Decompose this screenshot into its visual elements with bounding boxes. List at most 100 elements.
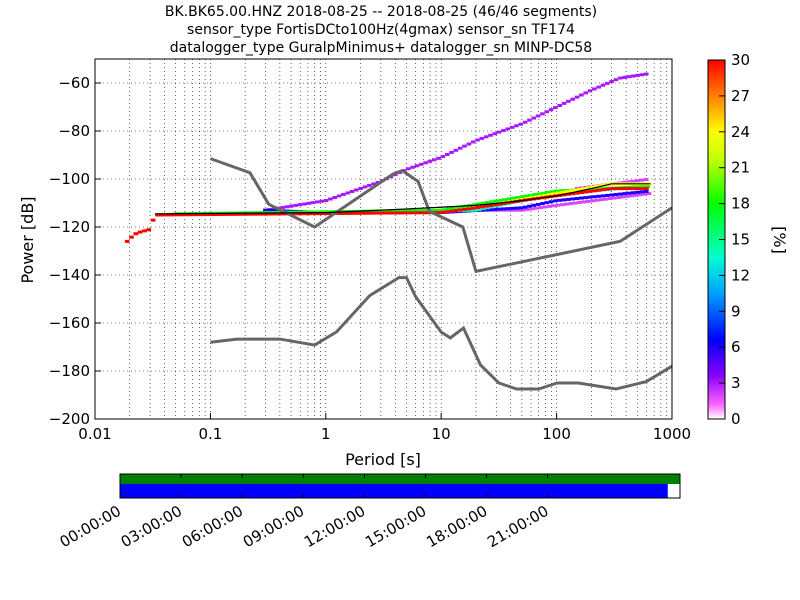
psd-cell bbox=[560, 190, 565, 194]
psd-cell bbox=[479, 205, 485, 209]
y-tick-label: −200 bbox=[49, 410, 90, 428]
plot-frame bbox=[94, 58, 673, 420]
model-lines bbox=[154, 157, 673, 391]
psd-cell bbox=[529, 207, 535, 211]
psd-cell bbox=[626, 191, 632, 195]
psd-cell bbox=[570, 97, 576, 101]
psd-cell bbox=[241, 212, 247, 216]
title-line-3: datalogger_type GuralpMinimus+ datalogge… bbox=[170, 40, 592, 56]
psd-cell bbox=[476, 208, 482, 212]
psd-cell bbox=[445, 210, 450, 214]
psd-cell bbox=[544, 110, 550, 114]
psd-cell bbox=[488, 208, 493, 212]
psd-cell bbox=[371, 211, 377, 215]
psd-cell bbox=[535, 202, 541, 206]
y-tick-label: −100 bbox=[49, 170, 90, 188]
time-tick-label: 21:00:00 bbox=[484, 502, 551, 551]
psd-cell bbox=[433, 208, 438, 212]
psd-cell bbox=[592, 189, 597, 193]
psd-cell bbox=[315, 200, 320, 204]
psd-cell bbox=[622, 192, 627, 196]
psd-cell bbox=[548, 108, 554, 112]
psd-cell bbox=[475, 206, 480, 210]
psd-cell bbox=[636, 185, 642, 189]
psd-cell bbox=[558, 189, 564, 193]
psd-cell bbox=[518, 122, 524, 126]
time-tick-label: 06:00:00 bbox=[179, 502, 246, 551]
psd-cell bbox=[358, 211, 364, 215]
psd-cell bbox=[599, 184, 604, 188]
psd-cell bbox=[471, 206, 476, 210]
psd-cell bbox=[574, 95, 580, 99]
psd-cell bbox=[414, 211, 420, 215]
psd-cell bbox=[336, 194, 342, 198]
psd-cell bbox=[626, 180, 632, 184]
psd-cell bbox=[518, 206, 524, 210]
psd-cell bbox=[630, 191, 636, 195]
psd-cell bbox=[635, 190, 640, 194]
psd-cell bbox=[567, 190, 573, 194]
psd-cell bbox=[276, 209, 281, 213]
psd-cell bbox=[639, 178, 645, 182]
psd-cell bbox=[564, 190, 570, 194]
colorbar-tick-label: 0 bbox=[731, 410, 741, 428]
psd-cell bbox=[554, 189, 559, 193]
psd-cell bbox=[372, 209, 378, 213]
grid bbox=[94, 59, 672, 420]
nhnm-line bbox=[209, 157, 673, 274]
psd-cell bbox=[410, 211, 416, 215]
psd-cell bbox=[431, 158, 437, 162]
psd-cell bbox=[453, 209, 459, 213]
colorbar-label: [%] bbox=[770, 226, 789, 254]
psd-cell bbox=[441, 208, 447, 212]
psd-cell bbox=[609, 187, 615, 191]
psd-cell bbox=[632, 185, 637, 189]
psd-cell bbox=[586, 199, 591, 203]
psd-cell bbox=[444, 152, 450, 156]
psd-cell bbox=[488, 133, 493, 137]
psd-cell bbox=[626, 75, 632, 79]
psd-cell bbox=[393, 211, 398, 215]
psd-cell bbox=[635, 73, 640, 77]
psd-cell bbox=[440, 210, 446, 214]
psd-cell bbox=[593, 187, 598, 191]
time-tick-label: 12:00:00 bbox=[301, 502, 368, 551]
psd-cell bbox=[497, 198, 503, 202]
psd-cell bbox=[263, 208, 268, 212]
psd-cell bbox=[629, 194, 634, 198]
psd-cell bbox=[137, 230, 143, 234]
psd-cell bbox=[600, 83, 606, 87]
psd-cell bbox=[297, 203, 303, 207]
psd-cell bbox=[345, 211, 351, 215]
psd-cells bbox=[124, 72, 652, 243]
psd-cell bbox=[146, 228, 152, 232]
psd-cell bbox=[449, 209, 455, 213]
x-axis-label: Period [s] bbox=[345, 450, 421, 469]
psd-cell bbox=[228, 212, 234, 216]
psd-cell bbox=[332, 195, 337, 199]
psd-cell bbox=[568, 189, 574, 193]
psd-cell bbox=[514, 124, 519, 128]
psd-cell bbox=[492, 132, 498, 136]
psd-cell bbox=[424, 208, 429, 212]
y-tick-label: −80 bbox=[58, 122, 90, 140]
psd-cell bbox=[624, 194, 630, 198]
psd-cell bbox=[224, 212, 230, 216]
psd-cell bbox=[587, 195, 593, 199]
psd-cell bbox=[630, 74, 636, 78]
psd-cell bbox=[289, 212, 294, 216]
psd-cell bbox=[479, 136, 485, 140]
psd-cell bbox=[198, 213, 204, 217]
psd-cell bbox=[573, 201, 578, 205]
psd-cell bbox=[596, 188, 602, 192]
psd-cell bbox=[522, 120, 528, 124]
psd-cell bbox=[394, 209, 399, 213]
psd-cell bbox=[341, 192, 346, 196]
title-line-1: BK.BK65.00.HNZ 2018-08-25 -- 2018-08-25 … bbox=[165, 4, 597, 20]
psd-cell bbox=[311, 210, 317, 214]
psd-cell bbox=[466, 207, 472, 211]
psd-cell bbox=[536, 192, 542, 196]
psd-cell bbox=[542, 193, 548, 197]
psd-cell bbox=[129, 235, 134, 239]
